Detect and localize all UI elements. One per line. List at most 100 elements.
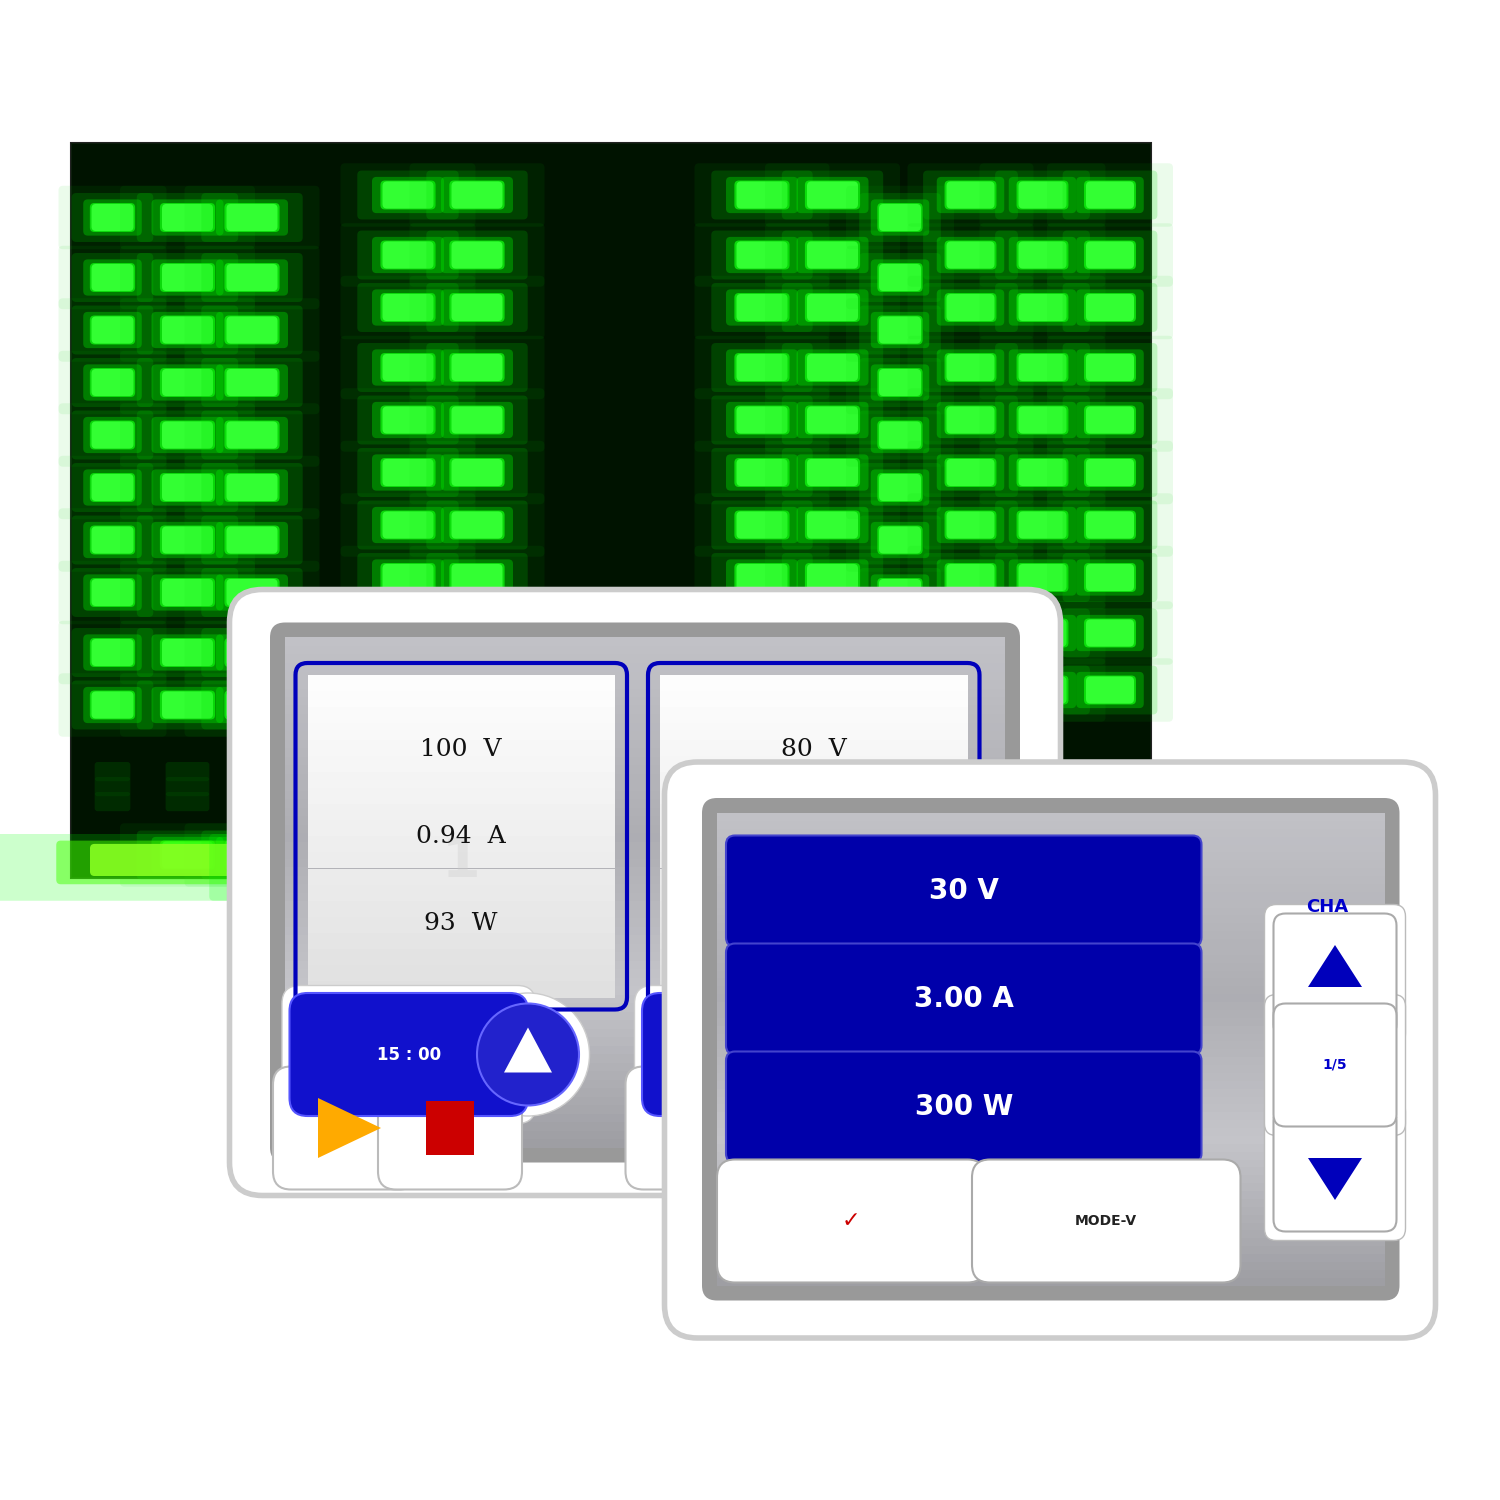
FancyBboxPatch shape [694, 824, 830, 886]
FancyBboxPatch shape [726, 290, 798, 326]
FancyBboxPatch shape [782, 344, 883, 392]
FancyBboxPatch shape [136, 516, 238, 564]
FancyBboxPatch shape [806, 405, 859, 435]
FancyBboxPatch shape [1077, 615, 1143, 651]
FancyBboxPatch shape [994, 609, 1090, 657]
FancyBboxPatch shape [72, 464, 153, 512]
FancyBboxPatch shape [870, 522, 930, 558]
FancyBboxPatch shape [870, 634, 930, 670]
FancyBboxPatch shape [216, 364, 288, 400]
FancyBboxPatch shape [735, 510, 789, 540]
FancyBboxPatch shape [450, 562, 504, 592]
FancyBboxPatch shape [357, 231, 459, 279]
FancyBboxPatch shape [1264, 904, 1406, 1046]
FancyBboxPatch shape [846, 509, 954, 572]
FancyBboxPatch shape [950, 792, 992, 812]
Bar [717, 868, 1384, 876]
FancyBboxPatch shape [846, 456, 954, 519]
FancyBboxPatch shape [870, 200, 930, 236]
FancyBboxPatch shape [160, 202, 214, 232]
FancyBboxPatch shape [796, 837, 868, 873]
FancyBboxPatch shape [879, 316, 921, 344]
FancyBboxPatch shape [92, 474, 134, 501]
Bar [717, 1113, 1384, 1120]
FancyBboxPatch shape [726, 560, 798, 596]
FancyBboxPatch shape [1008, 672, 1077, 708]
FancyBboxPatch shape [1047, 546, 1173, 609]
FancyBboxPatch shape [1017, 510, 1068, 540]
FancyBboxPatch shape [980, 336, 1106, 399]
FancyBboxPatch shape [152, 522, 224, 558]
FancyBboxPatch shape [796, 177, 868, 213]
FancyBboxPatch shape [58, 621, 166, 684]
FancyBboxPatch shape [1264, 994, 1406, 1136]
Polygon shape [504, 1028, 552, 1072]
FancyBboxPatch shape [152, 574, 224, 610]
FancyBboxPatch shape [1047, 336, 1173, 399]
FancyBboxPatch shape [441, 837, 513, 873]
Bar [285, 646, 1005, 654]
FancyBboxPatch shape [994, 284, 1090, 332]
FancyBboxPatch shape [765, 602, 900, 664]
FancyBboxPatch shape [736, 294, 788, 321]
FancyBboxPatch shape [723, 844, 867, 876]
FancyBboxPatch shape [92, 264, 134, 291]
FancyBboxPatch shape [878, 690, 922, 720]
FancyBboxPatch shape [1047, 164, 1173, 226]
FancyBboxPatch shape [945, 675, 996, 705]
FancyBboxPatch shape [765, 276, 900, 339]
FancyBboxPatch shape [184, 298, 320, 362]
FancyBboxPatch shape [230, 762, 274, 782]
FancyBboxPatch shape [1089, 762, 1131, 782]
FancyBboxPatch shape [806, 618, 859, 648]
FancyBboxPatch shape [1086, 406, 1134, 433]
FancyBboxPatch shape [922, 554, 1019, 602]
FancyBboxPatch shape [736, 834, 1214, 900]
FancyBboxPatch shape [807, 676, 858, 703]
FancyBboxPatch shape [372, 837, 444, 873]
Text: :: : [865, 1210, 874, 1231]
FancyBboxPatch shape [162, 369, 213, 396]
FancyBboxPatch shape [184, 621, 320, 684]
FancyBboxPatch shape [58, 351, 166, 414]
Bar [285, 1131, 1005, 1138]
FancyBboxPatch shape [1019, 512, 1066, 538]
FancyBboxPatch shape [879, 369, 921, 396]
FancyBboxPatch shape [226, 369, 278, 396]
FancyBboxPatch shape [694, 602, 830, 664]
Bar [285, 1106, 1005, 1113]
FancyBboxPatch shape [796, 237, 868, 273]
Bar [660, 837, 968, 852]
FancyBboxPatch shape [162, 526, 213, 554]
Bar [285, 986, 1005, 994]
FancyBboxPatch shape [796, 350, 868, 386]
FancyBboxPatch shape [382, 842, 433, 868]
Bar [660, 771, 968, 788]
FancyBboxPatch shape [980, 164, 1106, 226]
FancyBboxPatch shape [333, 844, 507, 876]
Bar [717, 1010, 1384, 1017]
FancyBboxPatch shape [922, 396, 1019, 444]
FancyBboxPatch shape [1084, 240, 1136, 270]
FancyBboxPatch shape [726, 507, 798, 543]
FancyBboxPatch shape [1017, 352, 1068, 382]
FancyBboxPatch shape [806, 240, 859, 270]
Text: 15 : 00: 15 : 00 [376, 1046, 441, 1064]
FancyBboxPatch shape [735, 562, 789, 592]
FancyBboxPatch shape [936, 177, 1005, 213]
FancyBboxPatch shape [441, 615, 513, 651]
FancyBboxPatch shape [210, 834, 632, 900]
FancyBboxPatch shape [946, 242, 994, 268]
FancyBboxPatch shape [282, 986, 536, 1124]
FancyBboxPatch shape [120, 298, 255, 362]
Bar [717, 813, 1384, 820]
FancyBboxPatch shape [878, 525, 922, 555]
FancyBboxPatch shape [162, 692, 213, 718]
Bar [308, 771, 615, 788]
FancyBboxPatch shape [936, 237, 1005, 273]
FancyBboxPatch shape [450, 618, 504, 648]
FancyBboxPatch shape [1062, 554, 1158, 602]
FancyBboxPatch shape [58, 246, 166, 309]
Bar [285, 1011, 1005, 1020]
FancyBboxPatch shape [782, 501, 883, 549]
